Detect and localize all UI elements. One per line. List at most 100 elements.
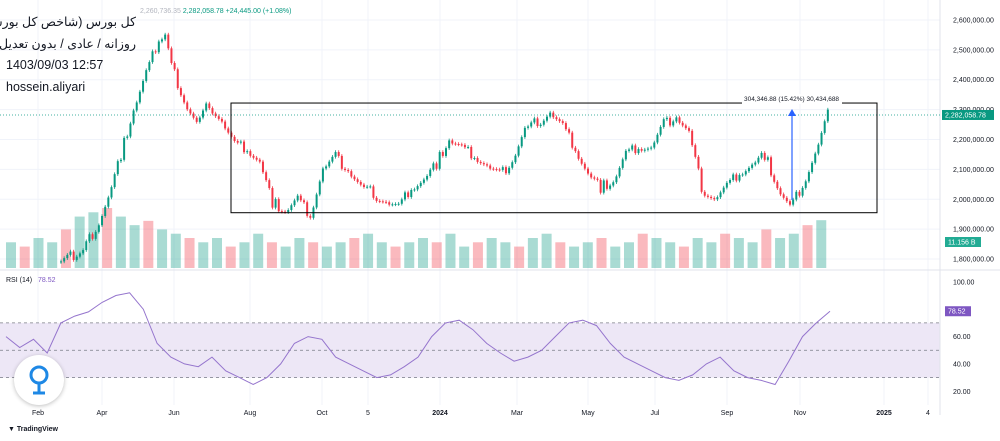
candle-down bbox=[577, 151, 580, 159]
candle-up bbox=[628, 149, 631, 151]
volume-bar bbox=[19, 246, 30, 268]
volume-bars bbox=[6, 208, 827, 268]
volume-bar bbox=[280, 246, 291, 268]
price-tick-label: 2,200,000.00 bbox=[953, 137, 994, 144]
candle-up bbox=[545, 116, 548, 121]
candle-up bbox=[807, 172, 810, 182]
rsi-line bbox=[5, 292, 831, 386]
candle-up bbox=[325, 166, 328, 169]
candle-up bbox=[138, 91, 141, 103]
volume-bar bbox=[170, 233, 181, 268]
candle-up bbox=[126, 136, 129, 138]
candle-down bbox=[309, 215, 312, 218]
candle-down bbox=[770, 157, 773, 176]
rsi-last-label-bg bbox=[945, 306, 971, 317]
candle-down bbox=[233, 136, 236, 141]
volume-bar bbox=[747, 242, 758, 268]
candle-up bbox=[656, 134, 659, 143]
candle-up bbox=[653, 142, 656, 148]
volume-bar bbox=[582, 242, 593, 268]
candle-up bbox=[239, 141, 242, 143]
volume-bar bbox=[761, 229, 772, 268]
x-tick-label: Aug bbox=[244, 410, 257, 417]
candle-down bbox=[463, 144, 466, 148]
candle-up bbox=[78, 253, 81, 257]
candle-up bbox=[438, 152, 441, 169]
candle-down bbox=[498, 169, 501, 171]
candle-down bbox=[798, 191, 801, 196]
candle-down bbox=[353, 176, 356, 180]
candle-up bbox=[817, 144, 820, 154]
candle-up bbox=[419, 182, 422, 187]
candle-up bbox=[732, 174, 735, 180]
candle-up bbox=[757, 157, 760, 163]
candle-down bbox=[261, 161, 264, 173]
candle-up bbox=[403, 192, 406, 200]
candle-down bbox=[782, 194, 785, 198]
candle-up bbox=[675, 117, 678, 122]
candle-down bbox=[457, 143, 460, 145]
volume-bar bbox=[212, 238, 222, 268]
candle-down bbox=[192, 113, 195, 118]
candle-down bbox=[640, 149, 643, 151]
candle-down bbox=[243, 141, 246, 153]
x-tick-label: 2025 bbox=[876, 410, 892, 417]
candle-up bbox=[826, 109, 829, 122]
candle-down bbox=[587, 168, 590, 174]
rsi-legend[interactable]: RSI (14) 78.52 bbox=[6, 277, 56, 284]
candle-down bbox=[299, 195, 302, 201]
candle-down bbox=[763, 152, 766, 160]
candle-up bbox=[643, 149, 646, 151]
candle-up bbox=[672, 121, 675, 126]
candle-up bbox=[637, 149, 640, 154]
candle-down bbox=[495, 169, 498, 171]
candle-down bbox=[258, 159, 261, 162]
volume-bar bbox=[253, 233, 264, 268]
candle-up bbox=[624, 150, 627, 160]
candle-down bbox=[681, 122, 684, 126]
price-tick-label: 2,100,000.00 bbox=[953, 167, 994, 174]
candle-down bbox=[788, 201, 791, 205]
candle-down bbox=[482, 163, 485, 165]
candle-down bbox=[785, 197, 788, 202]
candle-up bbox=[123, 137, 126, 160]
candle-up bbox=[820, 132, 823, 145]
candle-up bbox=[107, 197, 110, 207]
candle-up bbox=[75, 256, 78, 260]
candle-up bbox=[202, 110, 205, 118]
x-tick-label: 4 bbox=[926, 410, 930, 417]
candle-up bbox=[97, 225, 100, 232]
candle-up bbox=[792, 199, 795, 205]
candle-down bbox=[378, 200, 381, 202]
candle-up bbox=[287, 210, 290, 213]
candle-up bbox=[132, 110, 135, 124]
candle-up bbox=[514, 155, 517, 163]
volume-bar bbox=[472, 242, 483, 268]
candle-down bbox=[186, 102, 189, 110]
volume-bar bbox=[692, 238, 703, 268]
candle-up bbox=[157, 41, 160, 53]
volume-bar bbox=[706, 242, 717, 268]
candle-down bbox=[154, 51, 157, 53]
candle-down bbox=[435, 163, 438, 169]
candle-up bbox=[729, 179, 732, 183]
candle-down bbox=[441, 152, 444, 156]
x-tick-label: Apr bbox=[97, 410, 109, 417]
volume-bar bbox=[74, 216, 85, 268]
candle-down bbox=[227, 128, 230, 133]
candle-down bbox=[678, 117, 681, 123]
candle-down bbox=[476, 158, 479, 162]
candle-up bbox=[631, 145, 634, 150]
candle-down bbox=[583, 163, 586, 169]
candle-down bbox=[558, 119, 561, 122]
volume-bar bbox=[102, 208, 113, 268]
tradingview-logo[interactable]: ▼ TradingView bbox=[8, 426, 58, 433]
candle-up bbox=[82, 250, 85, 254]
x-tick-label: Feb bbox=[32, 410, 44, 417]
candle-up bbox=[85, 241, 88, 251]
candle-down bbox=[536, 118, 539, 127]
candle-down bbox=[504, 167, 507, 174]
candle-up bbox=[205, 103, 208, 111]
volume-bar bbox=[610, 246, 621, 268]
